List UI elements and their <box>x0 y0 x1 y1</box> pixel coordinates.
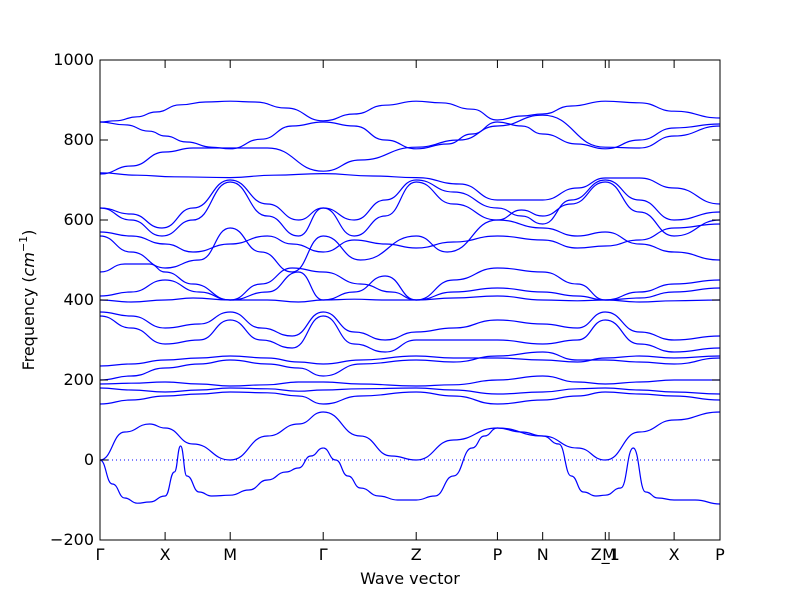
y-tick-label: 200 <box>63 370 94 389</box>
y-axis-unit-exponent: −1 <box>17 236 30 252</box>
x-tick-label: Z <box>411 545 422 564</box>
band-line-4 <box>99 172 721 205</box>
band-line-17 <box>99 387 721 395</box>
x-tick-label: M <box>602 545 616 564</box>
y-axis-label-open-paren: ( <box>19 276 38 287</box>
band-line-7 <box>99 223 721 253</box>
x-tick-label: Z_1 <box>591 545 620 565</box>
band-line-2 <box>99 121 721 150</box>
x-axis-label: Wave vector <box>360 569 460 588</box>
x-tick-label: X <box>160 545 171 564</box>
band-line-16 <box>99 375 720 387</box>
band-line-8 <box>99 219 721 273</box>
series-lines <box>99 100 721 505</box>
band-line-9 <box>99 263 721 301</box>
x-tick-label: Γ <box>319 545 328 564</box>
band-line-21 <box>323 427 721 505</box>
y-tick-label: −200 <box>50 530 94 549</box>
y-axis-label: Frequency (cm−1) <box>17 230 38 371</box>
y-tick-label: 1000 <box>53 50 94 69</box>
y-tick-label: 0 <box>84 450 94 469</box>
x-tick-label: Γ <box>96 545 105 564</box>
x-tick-label: M <box>223 545 237 564</box>
band-line-14 <box>99 355 721 367</box>
y-axis-ticks: −200 0 200 400 600 800 1000 <box>50 50 720 549</box>
x-axis-ticks: Γ X M Γ Z P N Z_1M X P <box>96 60 725 565</box>
band-line-5 <box>99 179 721 229</box>
band-line-12 <box>99 311 721 341</box>
band-line-6 <box>99 181 721 237</box>
band-line-13 <box>99 315 721 353</box>
band-line-19 <box>99 411 721 461</box>
x-tick-label: P <box>493 545 503 564</box>
band-line-3 <box>99 114 721 175</box>
band-line-18 <box>99 391 721 405</box>
y-axis-unit: cm <box>19 252 38 276</box>
y-axis-label-close-paren: ) <box>19 230 38 236</box>
band-line-11 <box>99 295 721 303</box>
x-tick-label: X <box>669 545 680 564</box>
band-line-1 <box>99 100 721 123</box>
y-tick-label: 800 <box>63 130 94 149</box>
band-line-10 <box>99 271 721 301</box>
x-tick-label: N <box>537 545 549 564</box>
y-axis-label-text: Frequency <box>19 288 38 371</box>
band-line-15 <box>99 351 721 381</box>
x-tick-label: P <box>715 545 725 564</box>
y-tick-label: 400 <box>63 290 94 309</box>
y-tick-label: 600 <box>63 210 94 229</box>
band-line-20 <box>99 445 324 504</box>
